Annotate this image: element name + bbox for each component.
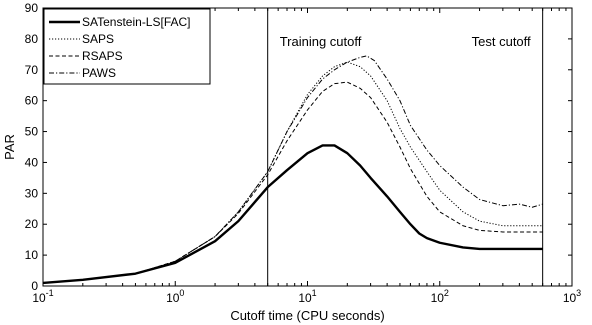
series-line: [42, 144, 543, 285]
y-tick-label: 10: [25, 248, 39, 262]
legend-entry: SAPS: [82, 32, 114, 46]
cutoff-label: Test cutoff: [472, 34, 531, 49]
series-line: [42, 61, 543, 284]
y-axis-label: PAR: [2, 134, 17, 160]
x-tick-base: 10: [166, 291, 180, 305]
series-lines: [42, 55, 543, 285]
x-tick-label: 102: [431, 288, 449, 305]
y-tick-label: 30: [25, 186, 39, 200]
y-tick-label: 80: [25, 32, 39, 46]
legend-entry: RSAPS: [82, 49, 123, 63]
x-tick-exponent: 0: [179, 288, 184, 298]
x-tick-label: 101: [298, 288, 316, 305]
x-tick-exponent: 2: [444, 288, 449, 298]
x-tick-base: 10: [431, 291, 445, 305]
x-tick-base: 10: [32, 291, 46, 305]
series-line: [42, 55, 543, 284]
x-tick-base: 10: [563, 291, 577, 305]
y-tick-label: 20: [25, 217, 39, 231]
x-tick-exponent: 3: [576, 288, 581, 298]
x-tick-base: 10: [298, 291, 312, 305]
cutoff-annotations: Training cutoff Test cutoff: [267, 8, 544, 286]
x-tick-exponent: -1: [46, 288, 54, 298]
y-tick-label: 0: [31, 279, 38, 293]
x-axis-label: Cutoff time (CPU seconds): [230, 308, 384, 323]
x-tick-label: 100: [166, 288, 184, 305]
legend-entry: PAWS: [82, 66, 116, 80]
x-tick-label: 10-1: [32, 288, 53, 305]
y-tick-label: 40: [25, 155, 39, 169]
y-tick-label: 50: [25, 125, 39, 139]
x-tick-label: 103: [563, 288, 581, 305]
x-tick-exponent: 1: [312, 288, 317, 298]
y-tick-label: 70: [25, 63, 39, 77]
legend: SATenstein-LS[FAC] SAPS RSAPS PAWS: [43, 8, 211, 85]
y-tick-label: 60: [25, 94, 39, 108]
y-tick-label: 90: [25, 1, 39, 15]
legend-entry: SATenstein-LS[FAC]: [82, 15, 191, 29]
series-line: [42, 81, 543, 284]
cutoff-label: Training cutoff: [280, 34, 362, 49]
